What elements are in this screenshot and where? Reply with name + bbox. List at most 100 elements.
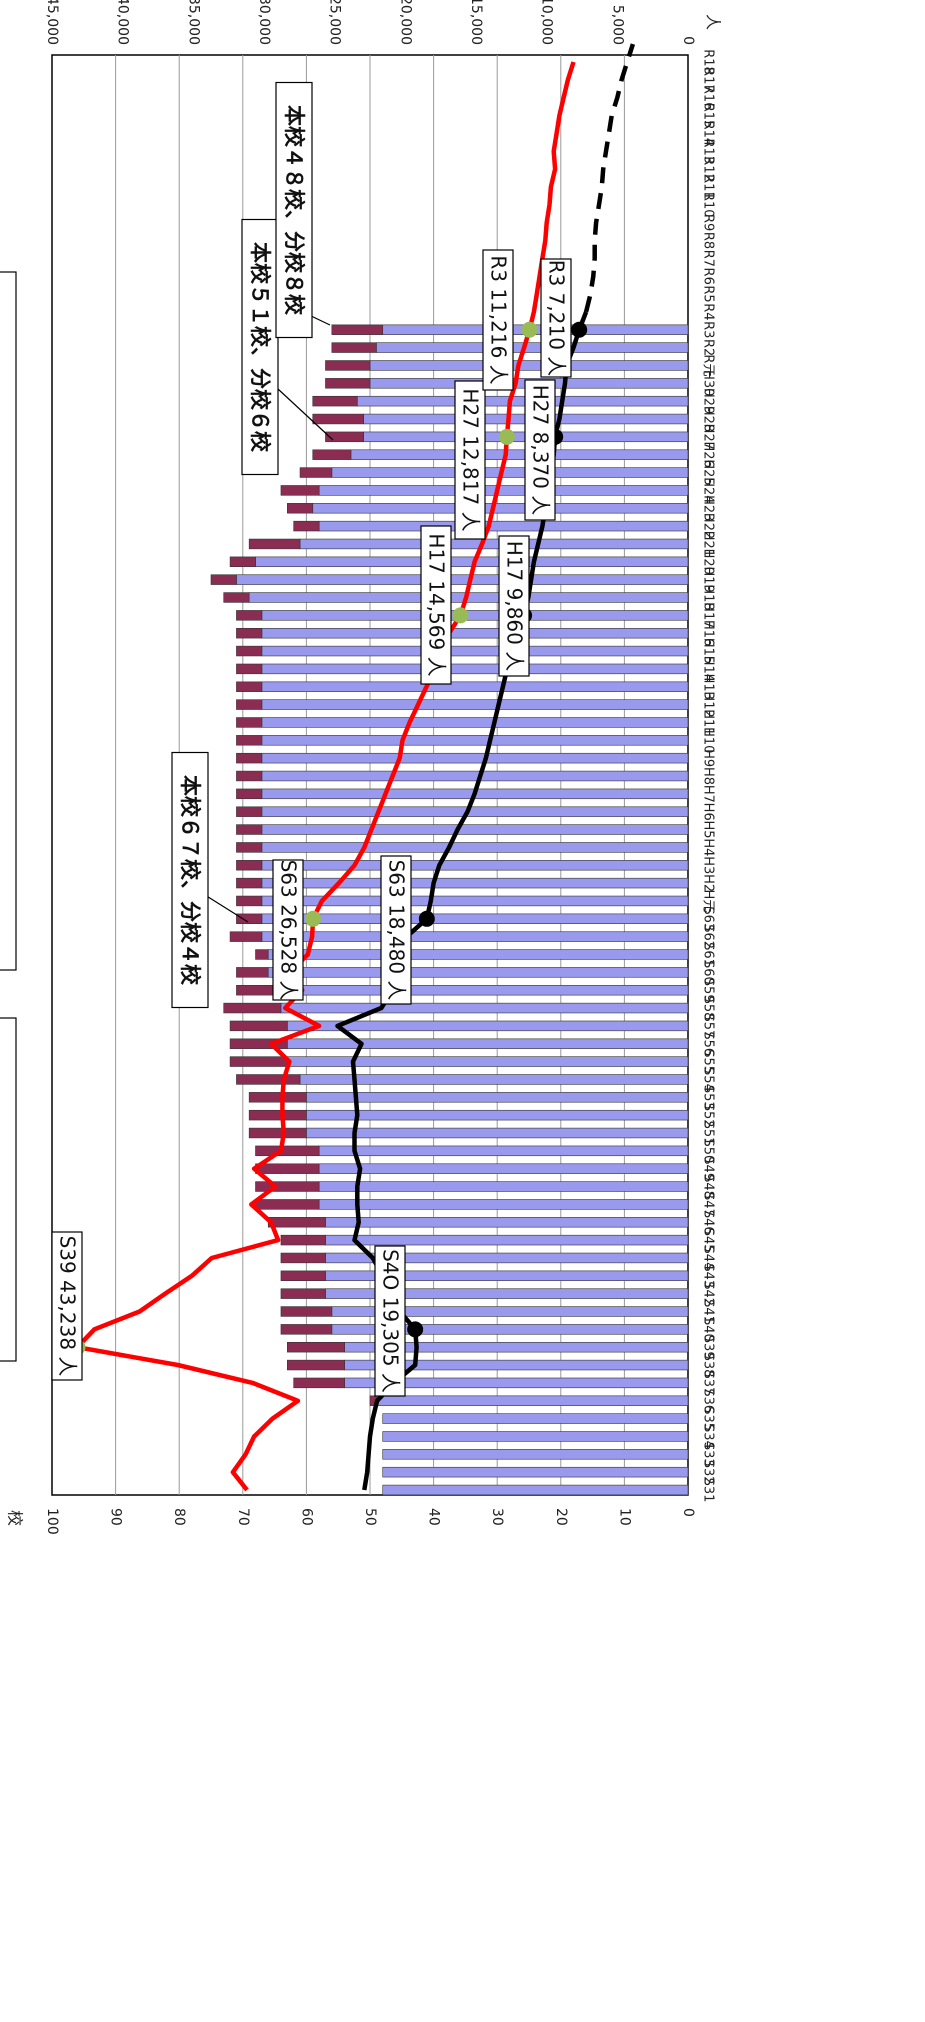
- category-label: H12: [701, 691, 716, 717]
- people-tick: 40,000: [115, 0, 131, 45]
- category-label: H13: [701, 674, 716, 700]
- schools-tick: 100: [44, 1508, 60, 1535]
- bar-branch-H24: [280, 485, 320, 496]
- category-label: H23: [701, 495, 716, 521]
- schools-tick: 70: [235, 1508, 251, 1526]
- label-black-H17: H17 9,860 人: [498, 535, 530, 677]
- label-red-S39-text: S39 43,238 人: [56, 1236, 80, 1377]
- schools-tick: 50: [362, 1508, 378, 1526]
- label-red-R3: R3 11,216 人: [482, 249, 514, 391]
- category-label: R10: [701, 192, 716, 218]
- category-label: S53: [701, 1085, 716, 1110]
- bar-main-S34: [382, 1431, 689, 1442]
- category-label: S31: [701, 1478, 716, 1503]
- bar-main-S52: [306, 1109, 689, 1121]
- category-label: H2: [701, 874, 716, 892]
- bar-main-S45: [325, 1234, 689, 1246]
- marker-red-S63: [305, 910, 322, 927]
- bar-branch-S62: [229, 931, 263, 942]
- bar-branch-S44: [280, 1252, 326, 1264]
- bar-main-S47: [318, 1199, 689, 1210]
- marker-black-S63: [418, 910, 435, 927]
- bar-branch-H18: [223, 592, 250, 603]
- marker-red-H27: [498, 428, 515, 445]
- bar-main-H3: [261, 860, 689, 871]
- bar-main-H15: [261, 645, 689, 657]
- bar-branch-R元: [325, 360, 371, 371]
- bar-branch-S63: [236, 913, 263, 925]
- bar-main-H22: [318, 520, 689, 532]
- side-box-upper: [0, 271, 17, 971]
- category-label: S54: [701, 1067, 716, 1092]
- schools-tick: 90: [108, 1508, 124, 1526]
- bar-branch-H11: [236, 717, 263, 728]
- schools-tick: 10: [616, 1508, 632, 1526]
- label-red-S63-box: [272, 859, 304, 1001]
- people-tick: 0: [680, 36, 696, 45]
- bar-branch-S39: [287, 1341, 345, 1353]
- note-leader: [277, 388, 334, 441]
- bar-branch-S52: [248, 1109, 307, 1121]
- note-1-box: [171, 751, 209, 1009]
- bar-branch-S48: [255, 1181, 320, 1192]
- category-label: S55: [701, 1049, 716, 1074]
- bar-branch-H10: [236, 735, 263, 746]
- category-label: H10: [701, 727, 716, 753]
- category-label: H30: [701, 370, 716, 396]
- bar-main-H21: [299, 538, 689, 550]
- category-label: R11: [701, 174, 716, 200]
- bar-branch-S61: [255, 949, 269, 960]
- category-label: S33: [701, 1442, 716, 1467]
- side-box-lower: [0, 1017, 17, 1362]
- bar-branch-H9: [236, 752, 263, 764]
- bar-main-H2: [261, 877, 689, 889]
- bar-branch-S41: [280, 1306, 333, 1317]
- bar-main-H19: [236, 574, 689, 585]
- bar-main-S36: [376, 1395, 689, 1406]
- label-black-R3-box: [540, 258, 572, 378]
- line-black-forecast: [583, 43, 636, 313]
- category-label: S51: [701, 1121, 716, 1146]
- category-label: R16: [701, 85, 716, 111]
- category-label: R18: [701, 49, 716, 75]
- category-label: R14: [701, 121, 716, 147]
- label-black-H27: H27 8,370 人: [524, 379, 556, 521]
- bars-layer: [210, 324, 689, 1496]
- label-red-R3-text: R3 11,216 人: [487, 255, 511, 384]
- bar-branch-H2: [236, 877, 263, 889]
- bar-branch-H20: [229, 556, 256, 568]
- schools-unit: 校: [6, 1510, 25, 1526]
- category-label: H26: [701, 442, 716, 468]
- category-label: H22: [701, 513, 716, 539]
- category-label: H24: [701, 477, 716, 503]
- bar-branch-R2: [331, 342, 377, 353]
- bar-main-H12: [261, 699, 689, 710]
- bar-branch-S45: [280, 1234, 326, 1246]
- category-label: H29: [701, 388, 716, 414]
- label-black-S40-box: [374, 1245, 406, 1397]
- bar-branch-H28: [312, 413, 364, 425]
- label-red-H27-text: H27 12,817 人: [459, 388, 483, 531]
- category-label: S32: [701, 1460, 716, 1485]
- label-black-S40-text: S4O 19,305 人: [379, 1249, 403, 1393]
- note-2-box: [241, 218, 279, 476]
- category-label: R12: [701, 156, 716, 182]
- bar-branch-H8: [236, 770, 263, 782]
- category-label: S38: [701, 1353, 716, 1378]
- bar-branch-H3: [236, 860, 263, 871]
- category-label: R4: [701, 303, 716, 320]
- bar-main-R2: [376, 342, 689, 353]
- bar-branch-S60: [236, 967, 269, 978]
- bar-branch-H22: [293, 520, 320, 532]
- category-label: R3: [701, 321, 716, 338]
- category-label: H11: [701, 709, 716, 735]
- bar-main-H5: [261, 824, 689, 835]
- category-label: S58: [701, 996, 716, 1021]
- bar-branch-H30: [325, 378, 371, 389]
- bar-main-S32: [382, 1466, 689, 1478]
- bar-main-R元: [369, 360, 689, 371]
- category-label: H5: [701, 821, 716, 839]
- category-label: S39: [701, 1335, 716, 1360]
- bar-branch-S55: [229, 1056, 288, 1067]
